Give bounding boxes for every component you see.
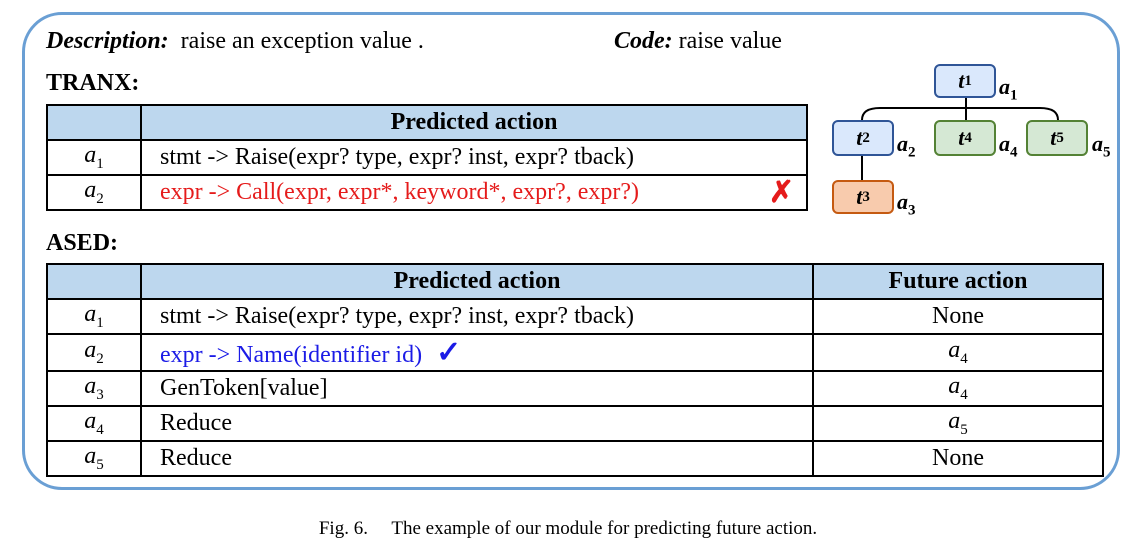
tranx-table: Predicted action a1 stmt -> Raise(expr? … <box>46 104 808 211</box>
table-row: a3 GenToken[value] a4 <box>46 370 1104 407</box>
code-text: raise value <box>678 28 782 54</box>
future-cell: a4 <box>812 370 1104 407</box>
tree-label-a1: a1 <box>999 74 1018 104</box>
future-cell: None <box>812 440 1104 477</box>
figure-frame <box>22 12 1120 490</box>
table-row: a2 expr -> Name(identifier id) ✓ a4 <box>46 333 1104 372</box>
future-cell: a5 <box>812 405 1104 442</box>
table-row: a4 Reduce a5 <box>46 405 1104 442</box>
description-label: Description: <box>46 28 169 54</box>
figure-caption: Fig. 6. The example of our module for pr… <box>0 518 1136 540</box>
tree-label-a5: a5 <box>1092 131 1111 161</box>
ased-future-header: Future action <box>812 263 1104 300</box>
wrong-action-text: expr -> Call(expr, expr*, keyword*, expr… <box>160 179 640 205</box>
action-index: a1 <box>46 139 142 176</box>
description-line: Description: raise an exception value . <box>46 28 424 55</box>
action-cell: GenToken[value] <box>140 370 814 407</box>
ased-index-header <box>46 263 142 300</box>
correct-action-text: expr -> Name(identifier id) <box>160 342 423 368</box>
future-cell: None <box>812 298 1104 335</box>
description-text: raise an exception value . <box>180 28 424 54</box>
tree-label-a4: a4 <box>999 131 1018 161</box>
action-index: a5 <box>46 440 142 477</box>
action-index: a3 <box>46 370 142 407</box>
tranx-index-header <box>46 104 142 141</box>
ased-predicted-header: Predicted action <box>140 263 814 300</box>
tree-edges <box>861 98 1059 180</box>
action-cell: stmt -> Raise(expr? type, expr? inst, ex… <box>140 139 808 176</box>
edge-bus <box>861 107 1059 121</box>
ased-table: Predicted action Future action a1 stmt -… <box>46 263 1104 477</box>
action-cell: expr -> Call(expr, expr*, keyword*, expr… <box>140 174 808 211</box>
tree-label-a3: a3 <box>897 189 916 219</box>
check-mark-icon: ✓ <box>436 336 462 369</box>
action-index: a2 <box>46 333 142 372</box>
action-cell: expr -> Name(identifier id) ✓ <box>140 333 814 372</box>
action-index: a2 <box>46 174 142 211</box>
caption-label: Fig. 6. <box>318 518 368 539</box>
caption-text: The example of our module for predicting… <box>391 518 818 539</box>
tranx-title: TRANX: <box>46 70 140 96</box>
table-row: a5 Reduce None <box>46 440 1104 477</box>
table-row: a1 stmt -> Raise(expr? type, expr? inst,… <box>46 139 808 176</box>
table-row: a2 expr -> Call(expr, expr*, keyword*, e… <box>46 174 808 211</box>
code-label: Code: <box>614 28 673 54</box>
action-cell: Reduce <box>140 440 814 477</box>
action-cell: stmt -> Raise(expr? type, expr? inst, ex… <box>140 298 814 335</box>
table-row: a1 stmt -> Raise(expr? type, expr? inst,… <box>46 298 1104 335</box>
tranx-predicted-header: Predicted action <box>140 104 808 141</box>
future-cell: a4 <box>812 333 1104 372</box>
tree-label-a2: a2 <box>897 131 916 161</box>
action-index: a1 <box>46 298 142 335</box>
action-cell: Reduce <box>140 405 814 442</box>
code-line: Code: raise value <box>614 28 782 55</box>
ased-title: ASED: <box>46 230 119 256</box>
cross-mark-icon: ✗ <box>768 176 794 209</box>
action-index: a4 <box>46 405 142 442</box>
